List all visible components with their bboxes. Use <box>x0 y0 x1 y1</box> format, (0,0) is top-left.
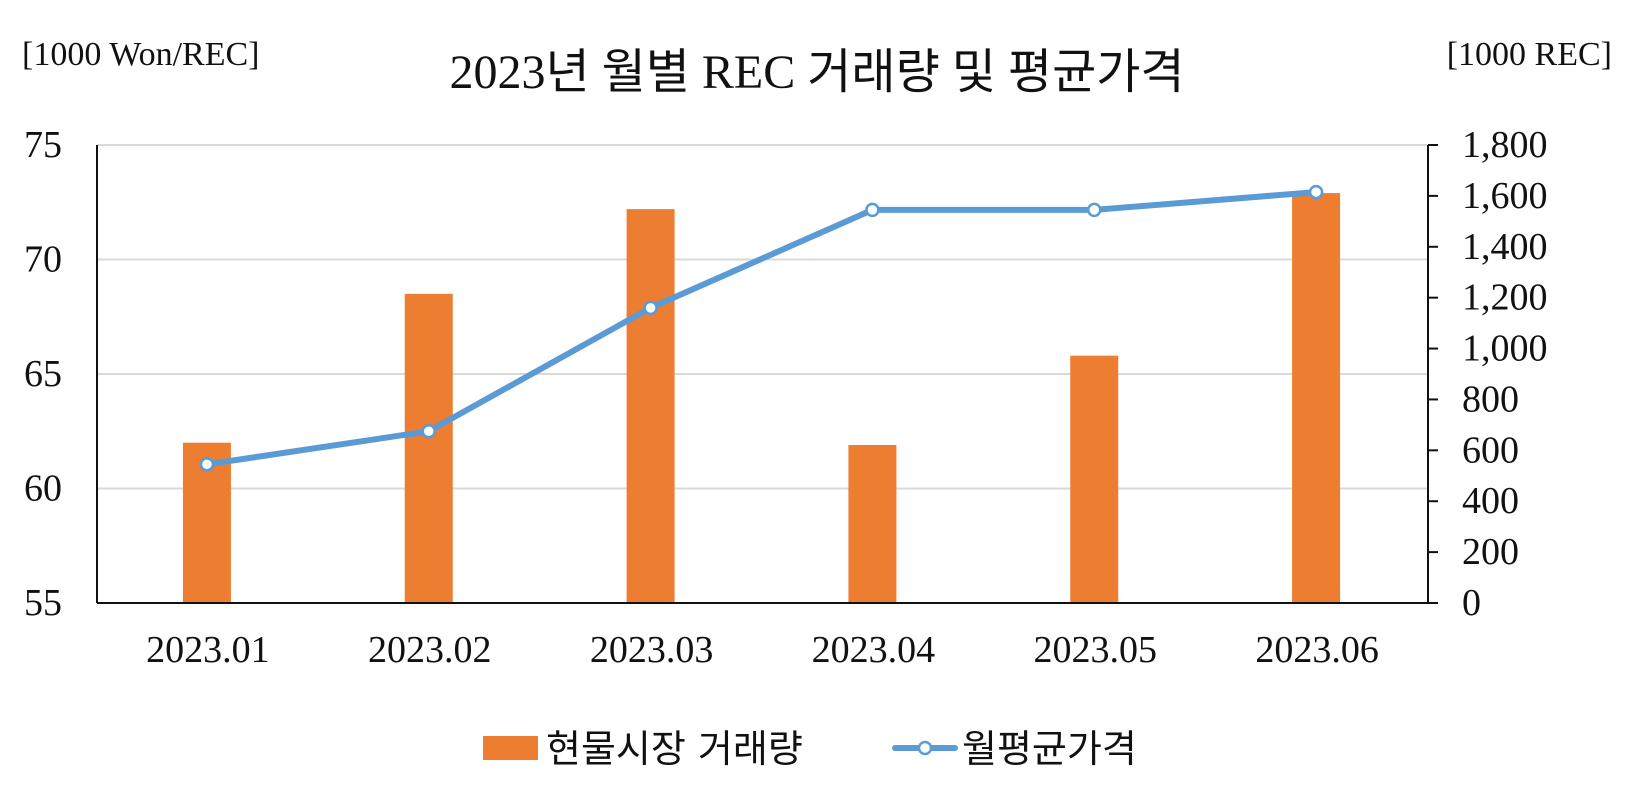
gridlines <box>97 144 1428 490</box>
bar-2023.02 <box>404 293 453 603</box>
right-tick-label: 1,000 <box>1462 328 1548 370</box>
price-marker-2023.05 <box>1087 202 1102 218</box>
right-tick-label: 1,600 <box>1462 175 1548 217</box>
axes <box>96 144 1438 604</box>
category-label: 2023.04 <box>812 629 936 671</box>
left-axis-unit-label: [1000 Won/REC] <box>22 36 260 73</box>
legend: 현물시장 거래량 월평균가격 <box>483 727 1137 771</box>
right-tick-label: 400 <box>1462 480 1519 522</box>
price-line <box>203 189 1320 468</box>
right-tick-label: 800 <box>1462 378 1519 420</box>
chart-title: 2023년 월별 REC 거래량 및 평균가격 <box>449 46 1185 99</box>
bar-2023.04 <box>848 444 897 603</box>
right-tick-label: 0 <box>1462 582 1481 624</box>
bar-series <box>182 193 1341 603</box>
left-tick-label: 65 <box>24 353 62 395</box>
category-label: 2023.06 <box>1255 629 1379 671</box>
category-label: 2023.01 <box>146 629 270 671</box>
category-label: 2023.05 <box>1034 629 1158 671</box>
price-marker-2023.06 <box>1308 184 1324 200</box>
legend-bar-swatch <box>483 736 538 760</box>
price-marker-2023.03 <box>643 300 658 316</box>
bar-2023.06 <box>1292 193 1341 603</box>
left-tick-label: 70 <box>24 239 62 281</box>
legend-line-marker <box>917 740 933 756</box>
category-label: 2023.02 <box>368 629 492 671</box>
bar-2023.03 <box>626 209 675 603</box>
right-tick-label: 200 <box>1462 531 1519 573</box>
right-tick-label: 600 <box>1462 429 1519 471</box>
right-tick-label: 1,400 <box>1462 226 1548 268</box>
left-tick-label: 55 <box>24 582 62 624</box>
left-tick-label: 75 <box>24 124 62 166</box>
left-tick-label: 60 <box>24 468 62 510</box>
price-marker-2023.02 <box>421 424 436 439</box>
category-label: 2023.03 <box>590 629 714 671</box>
bar-2023.05 <box>1070 355 1119 603</box>
right-tick-label: 1,200 <box>1462 277 1548 319</box>
price-marker-2023.04 <box>865 202 880 218</box>
right-axis-unit-label: [1000 REC] <box>1446 36 1612 73</box>
tick-labels: 75 70 65 60 55 1,800 1,600 1,400 1,200 1,000 800 60… <box>24 124 1548 671</box>
legend-bar-label: 현물시장 거래량 <box>546 727 803 771</box>
price-marker-2023.01 <box>199 457 215 472</box>
line-series <box>199 184 1324 472</box>
legend-line-label: 월평균가격 <box>962 727 1137 771</box>
right-tick-label: 1,800 <box>1462 124 1548 166</box>
